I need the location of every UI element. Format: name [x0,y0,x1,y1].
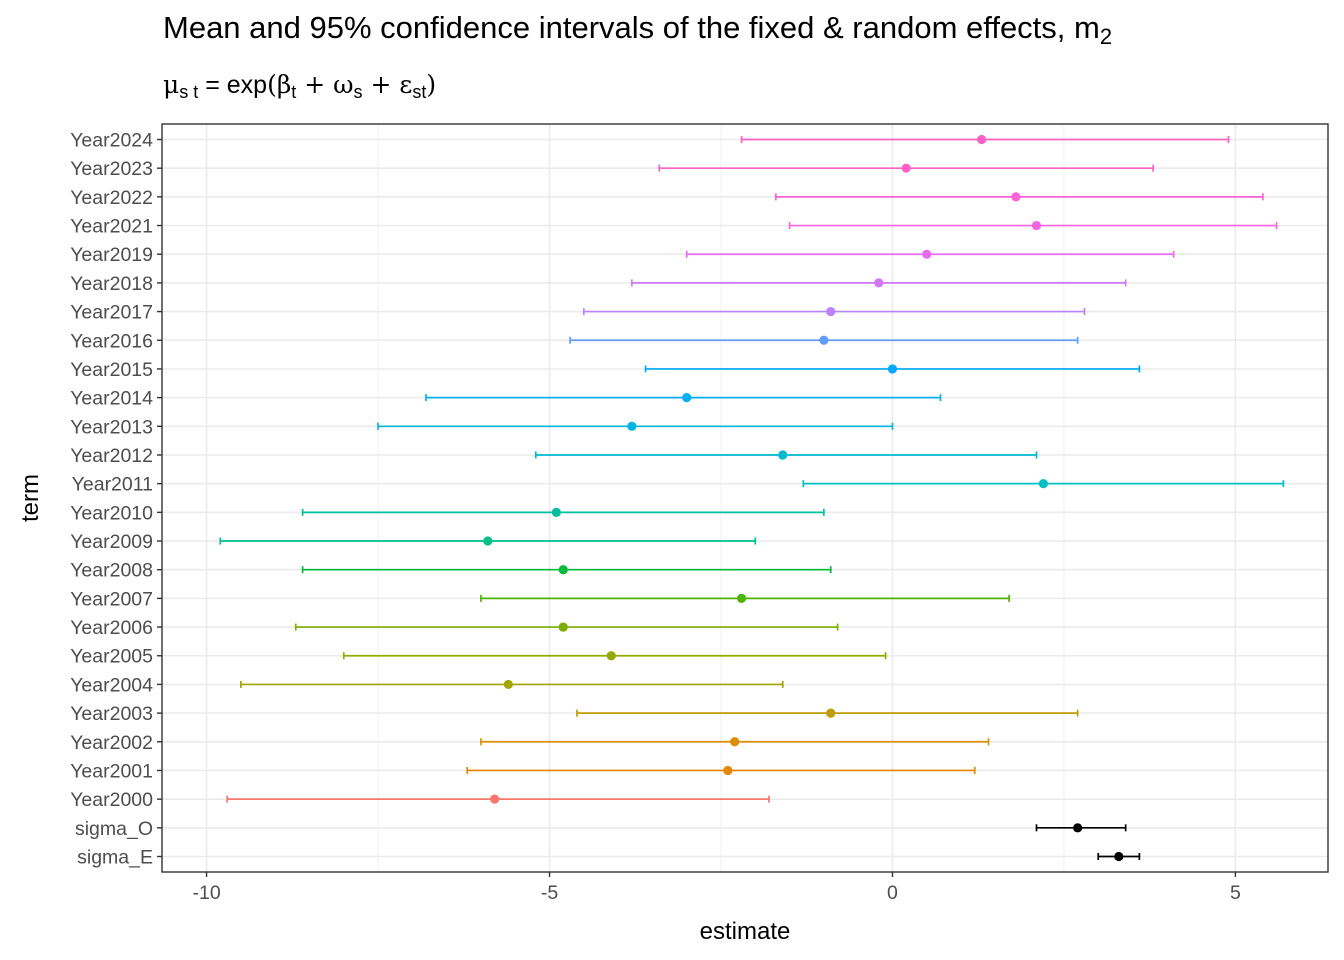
y-tick-label-Year2005: Year2005 [70,646,153,668]
chart-title: Mean and 95% confidence intervals of the… [163,10,1113,49]
point-Year2018 [874,278,884,288]
x-tick-label: 5 [1230,882,1241,904]
x-axis: -10 -5 0 5 [192,872,1241,904]
y-tick-label-Year2003: Year2003 [70,703,153,725]
point-Year2008 [558,565,568,575]
y-tick-label-Year2015: Year2015 [70,359,153,381]
y-tick-label-sigma_O: sigma_O [75,818,153,840]
point-Year2009 [483,536,493,546]
point-Year2012 [778,450,788,460]
y-tick-label-Year2006: Year2006 [70,617,153,639]
x-axis-title: estimate [700,918,791,945]
point-Year2017 [826,306,836,317]
y-tick-label-Year2002: Year2002 [70,732,153,754]
y-tick-label-Year2001: Year2001 [70,760,153,782]
point-Year2023 [901,163,911,173]
y-tick-label-Year2007: Year2007 [70,588,153,610]
y-tick-label-Year2014: Year2014 [70,388,153,410]
y-tick-label-Year2019: Year2019 [70,244,153,266]
point-Year2001 [723,765,733,776]
y-tick-label-Year2013: Year2013 [70,416,153,438]
point-Year2016 [819,335,829,345]
point-Year2022 [1011,192,1021,202]
point-Year2003 [826,708,836,718]
point-Year2019 [922,249,932,259]
y-tick-label-Year2021: Year2021 [70,216,153,238]
point-Year2011 [1038,479,1048,489]
y-tick-label-Year2011: Year2011 [72,474,153,496]
point-Year2007 [736,593,747,603]
y-axis: Year2024 Year2023 Year2022 Year2021 Year2019… [70,130,162,869]
y-tick-label-Year2018: Year2018 [70,273,153,295]
y-tick-label-Year2017: Year2017 [70,302,153,324]
y-axis-title: term [17,474,44,522]
y-tick-label-Year2009: Year2009 [70,531,153,553]
point-sigma_O [1073,823,1083,833]
x-tick-label: -10 [192,882,220,904]
y-tick-label-Year2012: Year2012 [70,445,153,467]
y-tick-label-Year2023: Year2023 [70,158,153,180]
point-Year2021 [1031,220,1042,231]
point-Year2024 [977,134,987,145]
point-Year2006 [558,622,568,632]
y-tick-label-Year2022: Year2022 [70,187,153,209]
chart-subtitle: μs t = exp(βt + ωs + εst) [163,70,437,102]
y-tick-label-Year2000: Year2000 [70,789,153,811]
y-tick-label-Year2008: Year2008 [70,560,153,582]
plot-panel [162,124,1328,872]
panel-border [161,123,1329,873]
point-sigma_E [1114,851,1124,862]
x-tick-label: 0 [887,882,898,904]
y-tick-label-Year2024: Year2024 [70,130,153,152]
point-Year2013 [627,421,637,431]
y-tick-label-Year2016: Year2016 [70,330,153,352]
point-Year2010 [551,507,561,517]
y-tick-label-Year2010: Year2010 [70,502,153,524]
plot-marks [219,134,1285,862]
point-Year2015 [887,364,898,374]
point-Year2000 [490,794,500,804]
y-tick-label-sigma_E: sigma_E [77,847,153,869]
x-tick-label: -5 [541,882,558,904]
point-Year2005 [606,651,616,661]
grid-minor [377,124,1065,872]
point-Year2002 [730,737,740,747]
point-Year2004 [503,679,513,690]
y-tick-label-Year2004: Year2004 [70,674,153,696]
point-Year2014 [682,393,692,403]
